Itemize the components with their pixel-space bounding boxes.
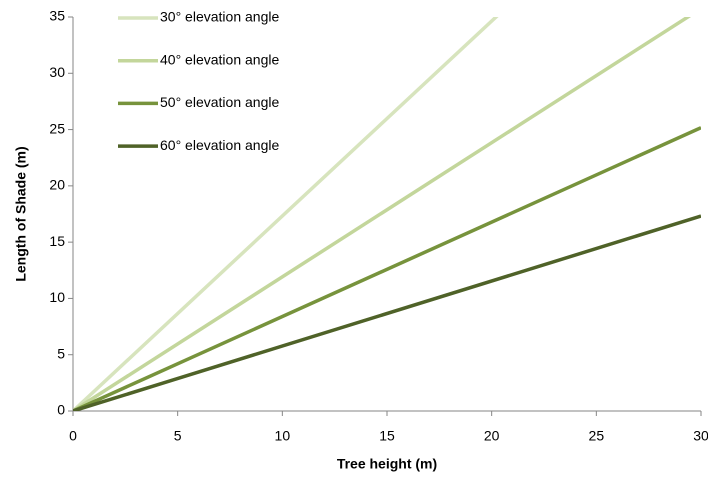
x-tick-label: 25 xyxy=(589,428,605,444)
series-line xyxy=(73,17,692,411)
y-tick-label: 20 xyxy=(49,177,65,193)
x-tick-label: 30 xyxy=(693,428,708,444)
y-tick-label: 15 xyxy=(49,233,65,249)
y-tick-label: 25 xyxy=(49,120,65,136)
y-tick-label: 5 xyxy=(57,345,65,361)
series-line xyxy=(73,126,701,411)
x-tick-label: 10 xyxy=(275,428,291,444)
x-tick-label: 5 xyxy=(174,428,182,444)
legend-label: 40° elevation angle xyxy=(160,51,279,67)
y-tick-label: 0 xyxy=(57,402,65,418)
y-tick-label: 30 xyxy=(49,64,65,80)
x-tick-label: 15 xyxy=(379,428,395,444)
legend-label: 60° elevation angle xyxy=(160,137,279,153)
legend-label: 50° elevation angle xyxy=(160,94,279,110)
y-tick-label: 35 xyxy=(49,8,65,24)
series-line xyxy=(73,17,499,411)
legend-label: 30° elevation angle xyxy=(160,9,279,25)
y-axis-title: Length of Shade (m) xyxy=(13,146,29,281)
series-line xyxy=(73,214,701,411)
x-tick-label: 0 xyxy=(69,428,77,444)
x-axis-title: Tree height (m) xyxy=(337,456,437,472)
y-tick-label: 10 xyxy=(49,289,65,305)
x-tick-label: 20 xyxy=(484,428,500,444)
